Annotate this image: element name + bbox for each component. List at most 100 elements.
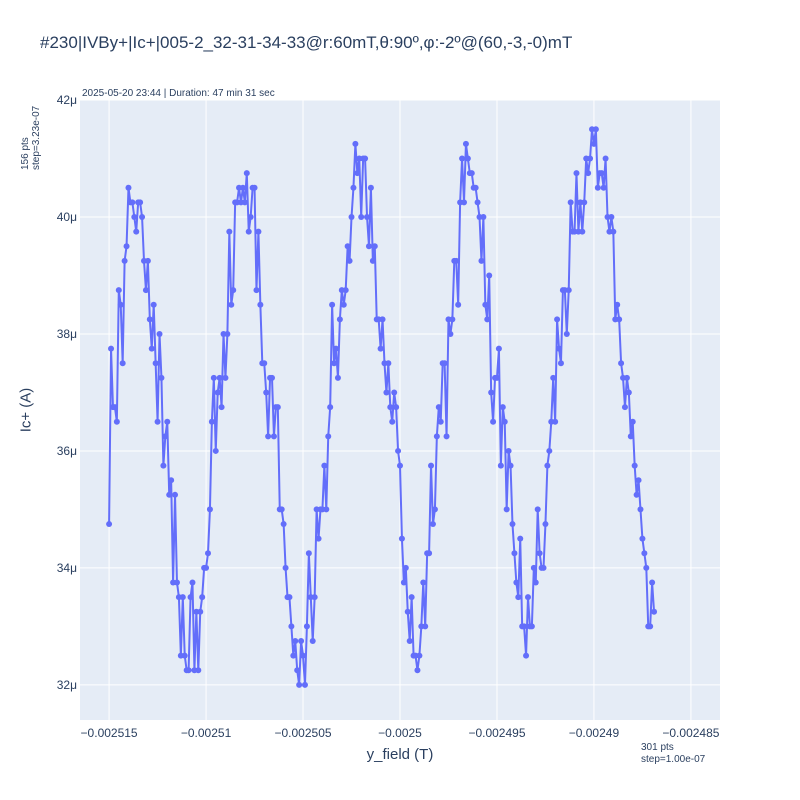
data-point[interactable] — [230, 287, 237, 294]
data-point[interactable] — [228, 301, 235, 308]
data-point[interactable] — [501, 418, 508, 425]
data-point[interactable] — [144, 257, 151, 264]
data-point[interactable] — [503, 506, 510, 513]
data-point[interactable] — [385, 360, 392, 367]
data-point[interactable] — [651, 608, 658, 615]
data-point[interactable] — [331, 360, 338, 367]
data-point[interactable] — [224, 330, 231, 337]
data-point[interactable] — [544, 462, 551, 469]
data-point[interactable] — [416, 652, 423, 659]
data-point[interactable] — [480, 213, 487, 220]
data-point[interactable] — [486, 272, 493, 279]
data-point[interactable] — [602, 155, 609, 162]
data-point[interactable] — [594, 184, 601, 191]
data-point[interactable] — [365, 243, 372, 250]
data-point[interactable] — [303, 623, 310, 630]
data-point[interactable] — [187, 594, 194, 601]
data-point[interactable] — [352, 140, 359, 147]
data-point[interactable] — [404, 608, 411, 615]
data-point[interactable] — [148, 345, 155, 352]
data-point[interactable] — [631, 462, 638, 469]
data-point[interactable] — [189, 579, 196, 586]
data-point[interactable] — [123, 243, 130, 250]
data-point[interactable] — [300, 652, 307, 659]
data-point[interactable] — [263, 389, 270, 396]
data-point[interactable] — [158, 374, 165, 381]
data-point[interactable] — [119, 360, 126, 367]
data-point[interactable] — [608, 213, 615, 220]
data-point[interactable] — [482, 301, 489, 308]
data-point[interactable] — [600, 184, 607, 191]
data-point[interactable] — [166, 491, 173, 498]
data-point[interactable] — [635, 477, 642, 484]
data-point[interactable] — [125, 184, 132, 191]
data-point[interactable] — [185, 667, 192, 674]
data-point[interactable] — [614, 301, 621, 308]
data-point[interactable] — [530, 564, 537, 571]
data-point[interactable] — [557, 360, 564, 367]
data-point[interactable] — [633, 491, 640, 498]
data-point[interactable] — [253, 287, 260, 294]
data-point[interactable] — [621, 404, 628, 411]
data-point[interactable] — [261, 360, 268, 367]
data-point[interactable] — [113, 418, 120, 425]
data-point[interactable] — [315, 535, 322, 542]
data-point[interactable] — [550, 374, 557, 381]
data-point[interactable] — [435, 404, 442, 411]
data-point[interactable] — [309, 638, 316, 645]
data-point[interactable] — [342, 287, 349, 294]
data-point[interactable] — [199, 594, 206, 601]
data-point[interactable] — [523, 652, 530, 659]
data-point[interactable] — [581, 199, 588, 206]
data-point[interactable] — [383, 389, 390, 396]
data-point[interactable] — [585, 170, 592, 177]
data-point[interactable] — [139, 213, 146, 220]
data-point[interactable] — [420, 579, 427, 586]
data-point[interactable] — [239, 184, 246, 191]
data-point[interactable] — [269, 374, 275, 381]
data-point[interactable] — [627, 433, 634, 440]
data-point[interactable] — [464, 155, 471, 162]
data-point[interactable] — [497, 462, 504, 469]
data-point[interactable] — [222, 374, 229, 381]
data-point[interactable] — [493, 374, 500, 381]
data-point[interactable] — [270, 433, 277, 440]
data-point[interactable] — [350, 184, 357, 191]
data-point[interactable] — [507, 462, 514, 469]
data-point[interactable] — [387, 404, 394, 411]
data-point[interactable] — [495, 345, 502, 352]
data-point[interactable] — [294, 667, 301, 674]
data-point[interactable] — [327, 404, 334, 411]
data-point[interactable] — [490, 418, 497, 425]
data-point[interactable] — [509, 521, 516, 528]
data-point[interactable] — [389, 418, 396, 425]
data-point[interactable] — [565, 287, 572, 294]
data-point[interactable] — [160, 462, 167, 469]
data-point[interactable] — [251, 184, 258, 191]
data-point[interactable] — [247, 213, 254, 220]
data-point[interactable] — [393, 404, 400, 411]
data-point[interactable] — [311, 594, 318, 601]
data-point[interactable] — [546, 447, 553, 454]
series-layer[interactable] — [106, 126, 658, 688]
data-point[interactable] — [513, 579, 520, 586]
data-point[interactable] — [478, 257, 485, 264]
data-point[interactable] — [325, 433, 332, 440]
data-point[interactable] — [563, 330, 570, 337]
data-point[interactable] — [298, 638, 305, 645]
data-point[interactable] — [371, 243, 378, 250]
data-point[interactable] — [364, 213, 371, 220]
data-point[interactable] — [156, 330, 163, 337]
data-point[interactable] — [447, 330, 454, 337]
data-point[interactable] — [292, 638, 299, 645]
data-point[interactable] — [472, 184, 479, 191]
data-point[interactable] — [426, 550, 433, 557]
data-point[interactable] — [346, 257, 353, 264]
data-point[interactable] — [280, 521, 287, 528]
data-point[interactable] — [647, 623, 654, 630]
data-point[interactable] — [333, 345, 339, 352]
data-point[interactable] — [521, 623, 528, 630]
data-point[interactable] — [391, 389, 398, 396]
data-point[interactable] — [573, 170, 580, 177]
data-point[interactable] — [525, 594, 531, 601]
